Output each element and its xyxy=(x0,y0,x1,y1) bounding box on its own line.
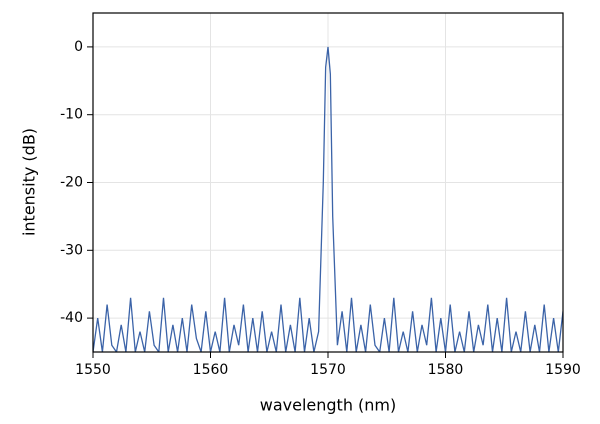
x-tick-label: 1580 xyxy=(428,362,464,378)
spectrum-line xyxy=(93,46,563,352)
x-tick-label: 1550 xyxy=(75,362,111,378)
x-tick-label: 1570 xyxy=(310,362,346,378)
y-tick-label: -20 xyxy=(60,175,83,191)
x-axis-label: wavelength (nm) xyxy=(260,396,397,415)
y-tick-label: -10 xyxy=(60,107,83,123)
y-axis-label: intensity (dB) xyxy=(20,128,39,236)
plot-frame xyxy=(92,12,564,353)
y-tick-label: -40 xyxy=(60,310,83,326)
y-tick-label: -30 xyxy=(60,242,83,258)
y-tick-label: 0 xyxy=(74,39,83,55)
x-tick-label: 1560 xyxy=(193,362,229,378)
x-tick-label: 1590 xyxy=(545,362,581,378)
